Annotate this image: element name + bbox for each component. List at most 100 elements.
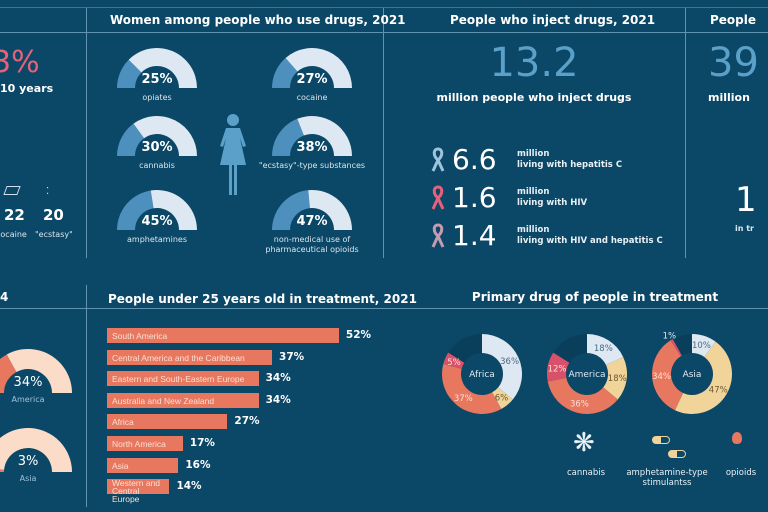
cocaine-icon xyxy=(3,186,21,195)
donut-segment-other xyxy=(443,352,465,369)
bar-value: 14% xyxy=(176,480,202,493)
ecstasy-icon: ⁚ xyxy=(46,186,50,197)
donut-segment-label: 5% xyxy=(447,358,461,368)
donut-segment-label: 10% xyxy=(692,341,711,351)
bar-value: 17% xyxy=(189,437,215,449)
bar xyxy=(107,371,259,387)
bar xyxy=(107,457,179,473)
inject-row: 1.4 million living with HIV and hepatitis… xyxy=(430,219,663,252)
left-big-value: 3% xyxy=(0,45,40,80)
bar xyxy=(107,349,273,365)
women-gauge-value: 27% xyxy=(296,72,328,87)
primary-title: Primary drug of people in treatment xyxy=(471,290,719,304)
donut-center-label: Africa xyxy=(469,370,495,380)
donut-segment-label: 37% xyxy=(454,394,473,404)
bar-label: South America xyxy=(112,331,168,341)
bar-label: Africa xyxy=(112,417,134,428)
donut-segment-other xyxy=(670,338,682,357)
poppy-icon xyxy=(732,432,742,444)
donut-segment-label: 18% xyxy=(608,374,627,384)
women-gauge-label: amphetamines xyxy=(127,235,187,244)
bar-label: Asia xyxy=(112,460,129,471)
bar xyxy=(107,328,339,343)
bar-label: Western and Central Europe xyxy=(112,478,161,505)
divider xyxy=(86,8,87,258)
women-gauge-value: 25% xyxy=(141,72,173,87)
ribbon-icon xyxy=(431,147,445,172)
right-second-label: in tr xyxy=(735,224,754,233)
women-gauge-value: 45% xyxy=(141,214,173,229)
women-gauge-rest xyxy=(150,190,197,230)
youth-gauge-value: 3% xyxy=(17,454,39,469)
women-gauge-label: cocaine xyxy=(296,93,328,102)
youth-gauge-rest xyxy=(6,349,73,393)
donut-segment-label: 34% xyxy=(652,372,671,382)
divider xyxy=(86,285,87,507)
bar-label: Eastern and South-Eastern Europe xyxy=(112,374,245,385)
women-gauge-label: cannabis xyxy=(139,161,175,170)
women-gauge-fill xyxy=(272,190,310,230)
right-title: People xyxy=(710,13,757,27)
youth-gauge-rest xyxy=(0,428,72,472)
inject-label: living with HIV and hepatitis C xyxy=(517,235,663,246)
bar-label: North America xyxy=(112,439,166,449)
donut-segment-opioids xyxy=(547,377,618,414)
inject-unit: million xyxy=(517,148,550,159)
bottom-left-title: 4 xyxy=(0,290,9,304)
youth-gauge-fill xyxy=(0,469,5,472)
donut-segment-amphetamine-type-stimulants xyxy=(603,356,627,400)
donut-segment-amphetamine-type-stimulants xyxy=(674,341,732,415)
women-gauge-value: 38% xyxy=(296,140,328,155)
top-border xyxy=(0,7,768,8)
right-second-value: 1 xyxy=(735,180,757,220)
bar-value: 34% xyxy=(265,372,291,385)
pills-icon xyxy=(652,436,670,444)
donut-segment-cannabis xyxy=(692,334,716,358)
donut-segment-cannabis xyxy=(587,334,624,366)
stat-label: "ecstasy" xyxy=(35,230,73,239)
donut-segment-label: 36% xyxy=(570,400,589,410)
inject-label: living with HIV xyxy=(517,197,588,208)
youth-gauge-fill xyxy=(0,354,17,393)
women-gauge-fill xyxy=(272,118,304,156)
donut-segment-amphetamine-type-stimulants xyxy=(492,387,513,410)
inject-value: 1.6 xyxy=(452,181,497,214)
inject-value: 1.4 xyxy=(452,219,497,252)
women-gauge-rest xyxy=(308,190,352,230)
donut-segment-label: 36% xyxy=(500,357,519,367)
donut-segment-label: 12% xyxy=(548,364,567,374)
right-big-value: 39 xyxy=(708,40,759,86)
women-gauge-value: 47% xyxy=(296,214,328,229)
stat-label: cocaine xyxy=(0,230,27,239)
donut-segment-label: 1% xyxy=(663,332,677,342)
bar-label: Central America and the Caribbean xyxy=(112,352,245,363)
bar xyxy=(107,436,183,451)
primary-donuts: 36% 6% 37% 5% Africa 18% 18% 36% 12%America 10% 47… xyxy=(442,332,732,415)
cannabis-icon: ❋ xyxy=(573,428,595,458)
bottom-header-rule xyxy=(0,308,768,309)
youth-gauge-label: Asia xyxy=(19,474,37,483)
ribbon-icon xyxy=(431,185,445,210)
women-gauge-rest xyxy=(297,115,352,156)
women-gauge-label: non-medical use of pharmaceutical opioid… xyxy=(265,235,359,254)
bar-value: 52% xyxy=(345,329,372,341)
inject-subtitle: million people who inject drugs xyxy=(436,91,632,104)
woman-icon xyxy=(220,114,246,195)
women-gauge-label: opiates xyxy=(142,93,172,102)
under25-title: People under 25 years old in treatment, … xyxy=(108,292,417,306)
donut-segment-cannabis xyxy=(482,334,522,400)
donut-segment-other xyxy=(547,352,570,382)
women-gauge-rest xyxy=(133,116,197,156)
women-gauge-fill xyxy=(272,57,298,88)
stat-value: 20 xyxy=(43,206,64,224)
bar-value: 34% xyxy=(265,393,291,406)
divider xyxy=(685,8,686,258)
bar-value: 37% xyxy=(279,350,305,363)
women-gauge-fill xyxy=(117,59,142,88)
women-gauge-fill xyxy=(117,123,145,156)
bar xyxy=(107,479,170,495)
bar xyxy=(107,392,259,408)
ribbon-icon xyxy=(431,223,445,248)
stat-value: 22 xyxy=(4,206,25,224)
women-title: Women among people who use drugs, 2021 xyxy=(110,13,406,27)
